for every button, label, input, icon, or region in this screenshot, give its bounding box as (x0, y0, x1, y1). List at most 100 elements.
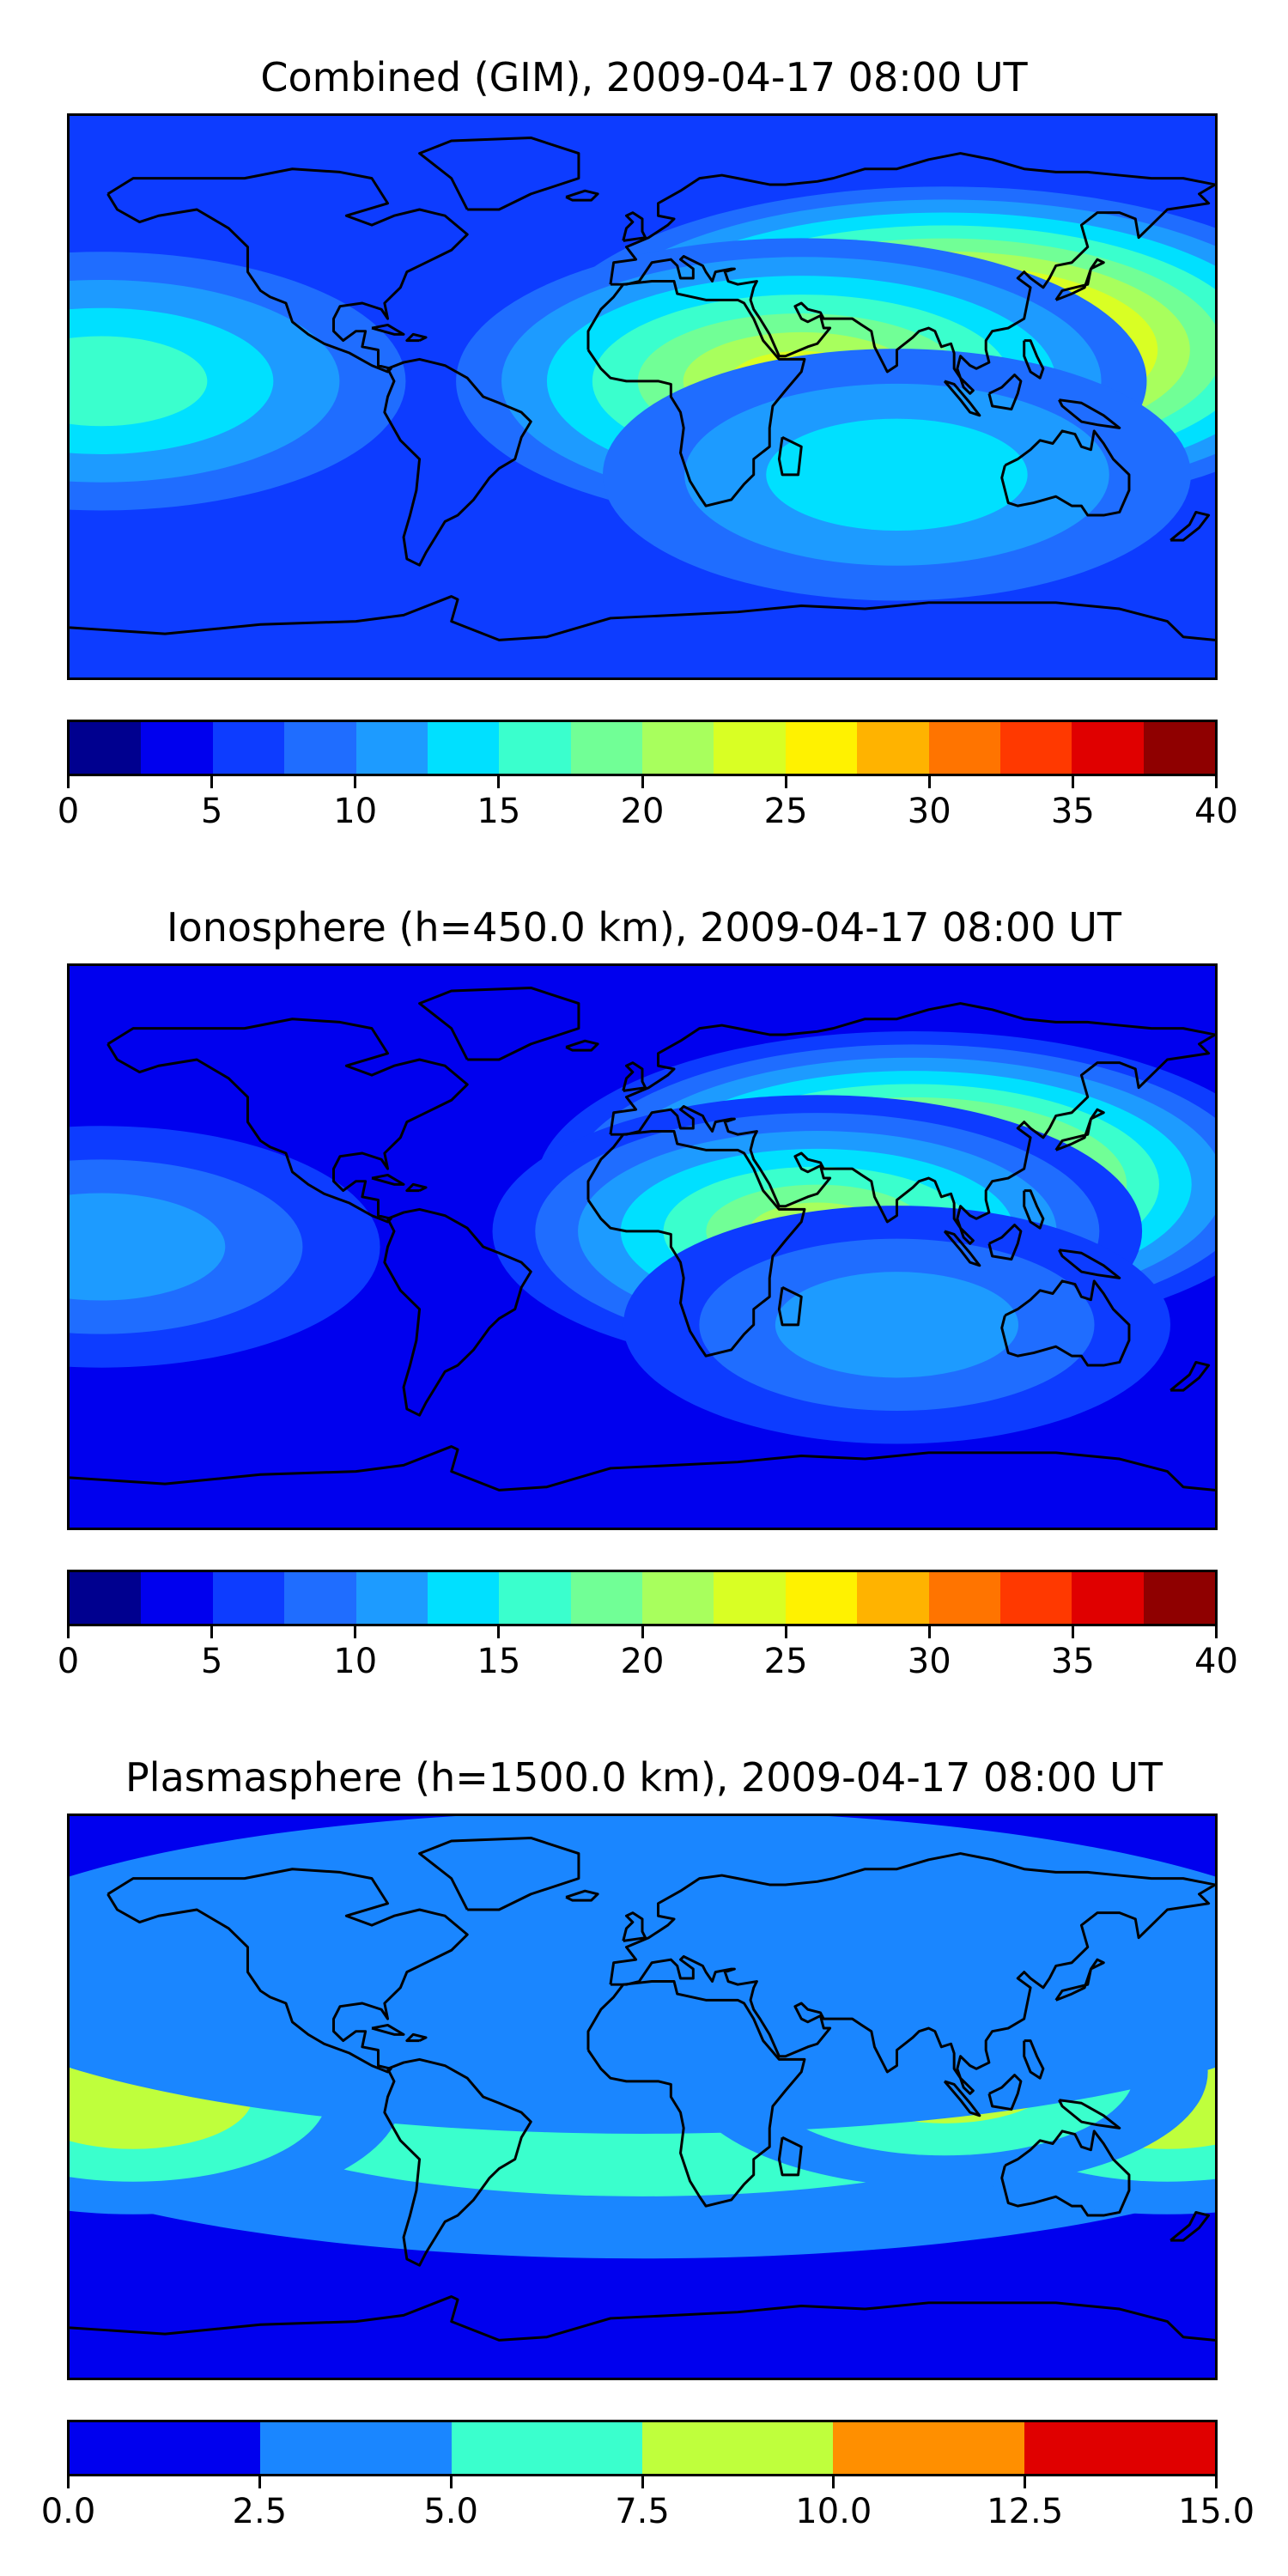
coastline (586, 1980, 806, 2208)
coastline (1170, 510, 1211, 542)
coastline (70, 2295, 1215, 2342)
coastline (777, 1285, 803, 1327)
coastline (1023, 339, 1045, 380)
colorbar-tick (1071, 776, 1074, 788)
colorbar-segment (212, 1572, 285, 1624)
colorbar-tick-label: 7.5 (615, 2492, 670, 2531)
colorbar-tick-label: 5 (200, 1642, 223, 1681)
colorbar-segment (284, 722, 356, 774)
coastlines (70, 136, 1215, 641)
coastline (405, 2032, 428, 2043)
coastline (1170, 2210, 1211, 2242)
coastline (1000, 2129, 1131, 2217)
coastline (943, 380, 981, 417)
colorbar-segment (70, 2422, 261, 2474)
panel-2-colorbar (67, 1570, 1218, 1626)
contour-level (70, 1193, 226, 1301)
colorbar-segment (427, 722, 500, 774)
coastline (586, 1130, 806, 1358)
coastline (1023, 2039, 1045, 2080)
colorbar-segment (928, 722, 1000, 774)
coastline (622, 211, 647, 242)
coastline (383, 357, 532, 567)
coastline (418, 1836, 580, 1911)
colorbar-segment (785, 1572, 858, 1624)
colorbar-tick-label: 0.0 (40, 2492, 96, 2531)
colorbar-tick-label: 15 (477, 792, 521, 831)
contour-level (766, 418, 1028, 532)
coastline (565, 1889, 599, 1902)
coastline (106, 1868, 469, 2074)
colorbar-tick-label: 10 (333, 792, 378, 831)
coastline (106, 167, 469, 374)
colorbar-tick-label: 0 (57, 1642, 80, 1681)
coastline (1054, 1108, 1105, 1151)
colorbar-tick-label: 20 (620, 1642, 665, 1681)
colorbar-segment (70, 1572, 142, 1624)
coastline (777, 2136, 803, 2177)
coastline (1170, 1360, 1211, 1392)
colorbar-tick (497, 1626, 501, 1638)
colorbar-tick (784, 776, 787, 788)
colorbar-segment (999, 1572, 1072, 1624)
coastline (405, 332, 428, 343)
colorbar-segment (427, 1572, 500, 1624)
colorbar-tick (1215, 2476, 1218, 2488)
map-feature-2 (70, 1126, 380, 1368)
colorbar-segment (1143, 1572, 1215, 1624)
colorbar-tick (784, 1626, 787, 1638)
colorbar-tick (354, 776, 357, 788)
map-svg (70, 116, 1215, 677)
colorbar-segment (642, 1572, 714, 1624)
map-feature-3 (602, 349, 1191, 601)
colorbar-tick-label: 12.5 (987, 2492, 1064, 2531)
colorbar-tick (497, 776, 501, 788)
map-svg (70, 966, 1215, 1528)
colorbar-segment (714, 1572, 786, 1624)
coastlines (70, 986, 1215, 1492)
coastline (943, 2080, 981, 2117)
coastline (987, 2074, 1023, 2111)
contour-level (70, 336, 208, 427)
coastline (418, 986, 580, 1061)
coastline (987, 1224, 1023, 1261)
coastline (1023, 1189, 1045, 1230)
coastline (371, 323, 405, 336)
coastline (1000, 1279, 1131, 1367)
colorbar-segment (70, 722, 142, 774)
colorbar-tick (1215, 776, 1218, 788)
panel-2-map (67, 963, 1218, 1530)
colorbar-tick-label: 35 (1050, 792, 1095, 831)
colorbar-tick (641, 2476, 644, 2488)
colorbar-segment (857, 1572, 929, 1624)
coastline (383, 1207, 532, 1417)
colorbar-tick-label: 10.0 (795, 2492, 872, 2531)
coastline (622, 1911, 647, 1942)
colorbar-segment (284, 1572, 356, 1624)
colorbar-segment (1143, 722, 1215, 774)
colorbar-tick-label: 30 (907, 792, 951, 831)
coastline (565, 189, 599, 202)
coastline (586, 280, 806, 507)
panel-1-map (67, 113, 1218, 680)
coastline (777, 435, 803, 477)
colorbar-tick (354, 1626, 357, 1638)
panel-3-title: Plasmasphere (h=1500.0 km), 2009-04-17 0… (125, 1754, 1163, 1801)
colorbar-segment (570, 722, 642, 774)
colorbar-tick-label: 25 (763, 1642, 808, 1681)
colorbar-segment (641, 2422, 834, 2474)
colorbar-tick (258, 2476, 261, 2488)
colorbar-tick-label: 25 (763, 792, 808, 831)
colorbar-segment (355, 1572, 428, 1624)
colorbar-segment (499, 722, 571, 774)
colorbar-tick (1024, 2476, 1027, 2488)
coastline (1000, 429, 1131, 517)
colorbar-tick (641, 1626, 644, 1638)
coastline (371, 1173, 405, 1186)
colorbar-tick-label: 0 (57, 792, 80, 831)
map-feature-2 (70, 252, 406, 511)
panel-3-map (67, 1814, 1218, 2380)
panel-2-title: Ionosphere (h=450.0 km), 2009-04-17 08:0… (167, 904, 1121, 951)
coastline (418, 136, 580, 211)
coastline (609, 1852, 1215, 2095)
